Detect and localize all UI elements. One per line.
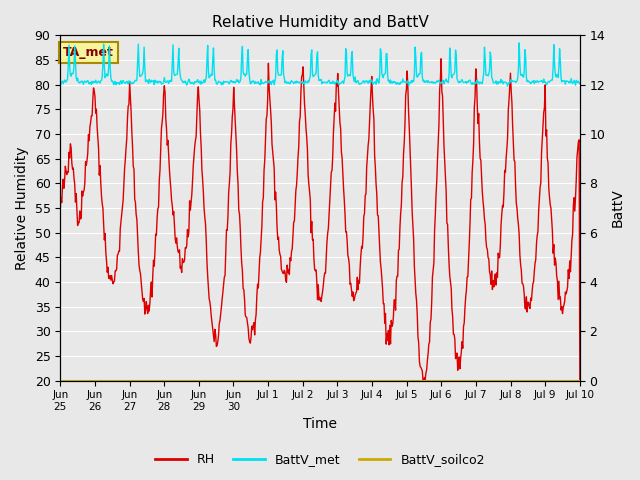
Y-axis label: BattV: BattV xyxy=(611,189,625,228)
X-axis label: Time: Time xyxy=(303,418,337,432)
Legend: RH, BattV_met, BattV_soilco2: RH, BattV_met, BattV_soilco2 xyxy=(150,448,490,471)
Y-axis label: Relative Humidity: Relative Humidity xyxy=(15,146,29,270)
Text: TA_met: TA_met xyxy=(63,46,114,59)
Title: Relative Humidity and BattV: Relative Humidity and BattV xyxy=(212,15,428,30)
